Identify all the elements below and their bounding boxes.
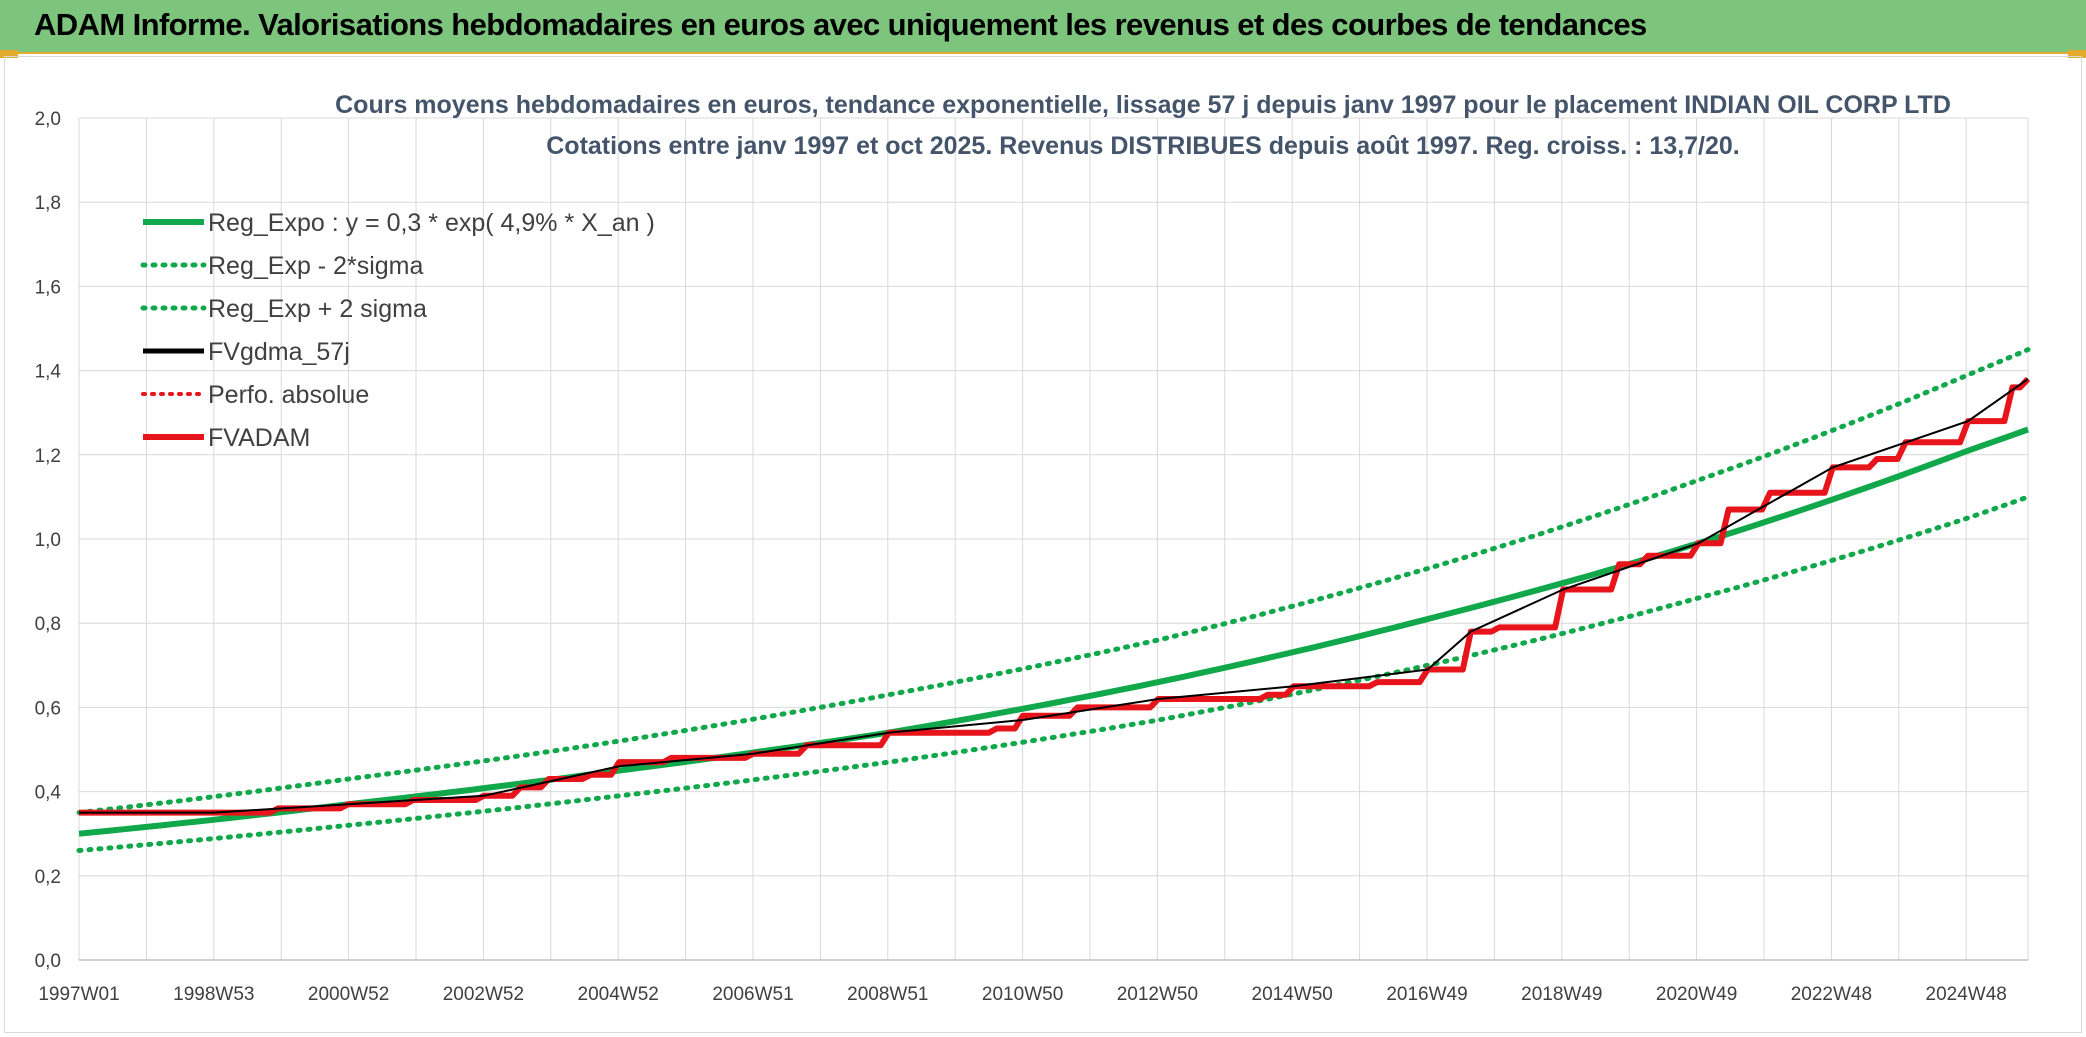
x-tick-label: 1997W01 xyxy=(38,984,119,1005)
y-tick-label: 2,0 xyxy=(35,109,61,130)
x-tick-label: 2022W48 xyxy=(1791,984,1872,1005)
fvadam-line xyxy=(79,376,2031,816)
corner-accent xyxy=(2068,50,2086,58)
y-tick-label: 1,8 xyxy=(35,193,61,214)
reg-exp-minus-2sigma-line xyxy=(76,494,2031,853)
y-tick-label: 1,2 xyxy=(35,446,61,467)
legend-label: Reg_Exp - 2*sigma xyxy=(208,252,423,280)
x-tick-label: 2016W49 xyxy=(1386,984,1467,1005)
chart-frame xyxy=(4,56,2082,1033)
legend-label: Reg_Exp + 2 sigma xyxy=(208,295,427,323)
legend: Reg_Expo : y = 0,3 * exp( 4,9% * X_an ) R… xyxy=(140,209,655,452)
page-title: ADAM Informe. Valorisations hebdomadaire… xyxy=(34,7,1647,42)
y-tick-label: 1,0 xyxy=(35,530,61,551)
y-tick-label: 0,8 xyxy=(35,614,61,635)
x-tick-label: 2004W52 xyxy=(578,984,659,1005)
x-tick-label: 2018W49 xyxy=(1521,984,1602,1005)
chart-title: Cours moyens hebdomadaires en euros, ten… xyxy=(335,91,1951,119)
y-tick-label: 1,4 xyxy=(35,362,62,383)
corner-accent xyxy=(0,50,18,58)
legend-label: Perfo. absolue xyxy=(208,381,369,409)
x-tick-label: 2000W52 xyxy=(308,984,389,1005)
y-axis-ticks: 0,0 0,2 0,4 0,6 0,8 1,0 1,2 1,4 1,6 1,8 2,0 xyxy=(35,109,62,972)
x-tick-label: 2020W49 xyxy=(1656,984,1737,1005)
legend-label: Reg_Expo : y = 0,3 * exp( 4,9% * X_an ) xyxy=(208,209,655,237)
y-tick-label: 0,4 xyxy=(35,783,62,804)
x-tick-label: 2012W50 xyxy=(1117,984,1198,1005)
grid-lines xyxy=(78,117,2029,961)
chart-subtitle: Cotations entre janv 1997 et oct 2025. R… xyxy=(546,132,1740,160)
x-tick-label: 2024W48 xyxy=(1926,984,2007,1005)
y-tick-label: 0,2 xyxy=(35,867,61,888)
x-tick-label: 2014W50 xyxy=(1252,984,1333,1005)
reg-exp-plus-2sigma-line xyxy=(76,347,2031,816)
x-tick-label: 2006W51 xyxy=(712,984,793,1005)
legend-label: FVgdma_57j xyxy=(208,338,350,366)
x-tick-label: 2008W51 xyxy=(847,984,928,1005)
x-tick-label: 2010W50 xyxy=(982,984,1063,1005)
y-tick-label: 1,6 xyxy=(35,277,61,298)
legend-label: FVADAM xyxy=(208,424,310,452)
x-axis-ticks: 1997W01 1998W53 2000W52 2002W52 2004W52 2006W… xyxy=(38,984,2007,1005)
x-tick-label: 1998W53 xyxy=(173,984,254,1005)
series-group xyxy=(76,347,2031,853)
y-tick-label: 0,0 xyxy=(35,951,61,972)
x-tick-label: 2002W52 xyxy=(443,984,524,1005)
header-banner: ADAM Informe. Valorisations hebdomadaire… xyxy=(0,0,2086,54)
fvgdma-57j-line xyxy=(79,378,2029,814)
y-tick-label: 0,6 xyxy=(35,698,61,719)
reg-expo-line xyxy=(78,426,2030,837)
